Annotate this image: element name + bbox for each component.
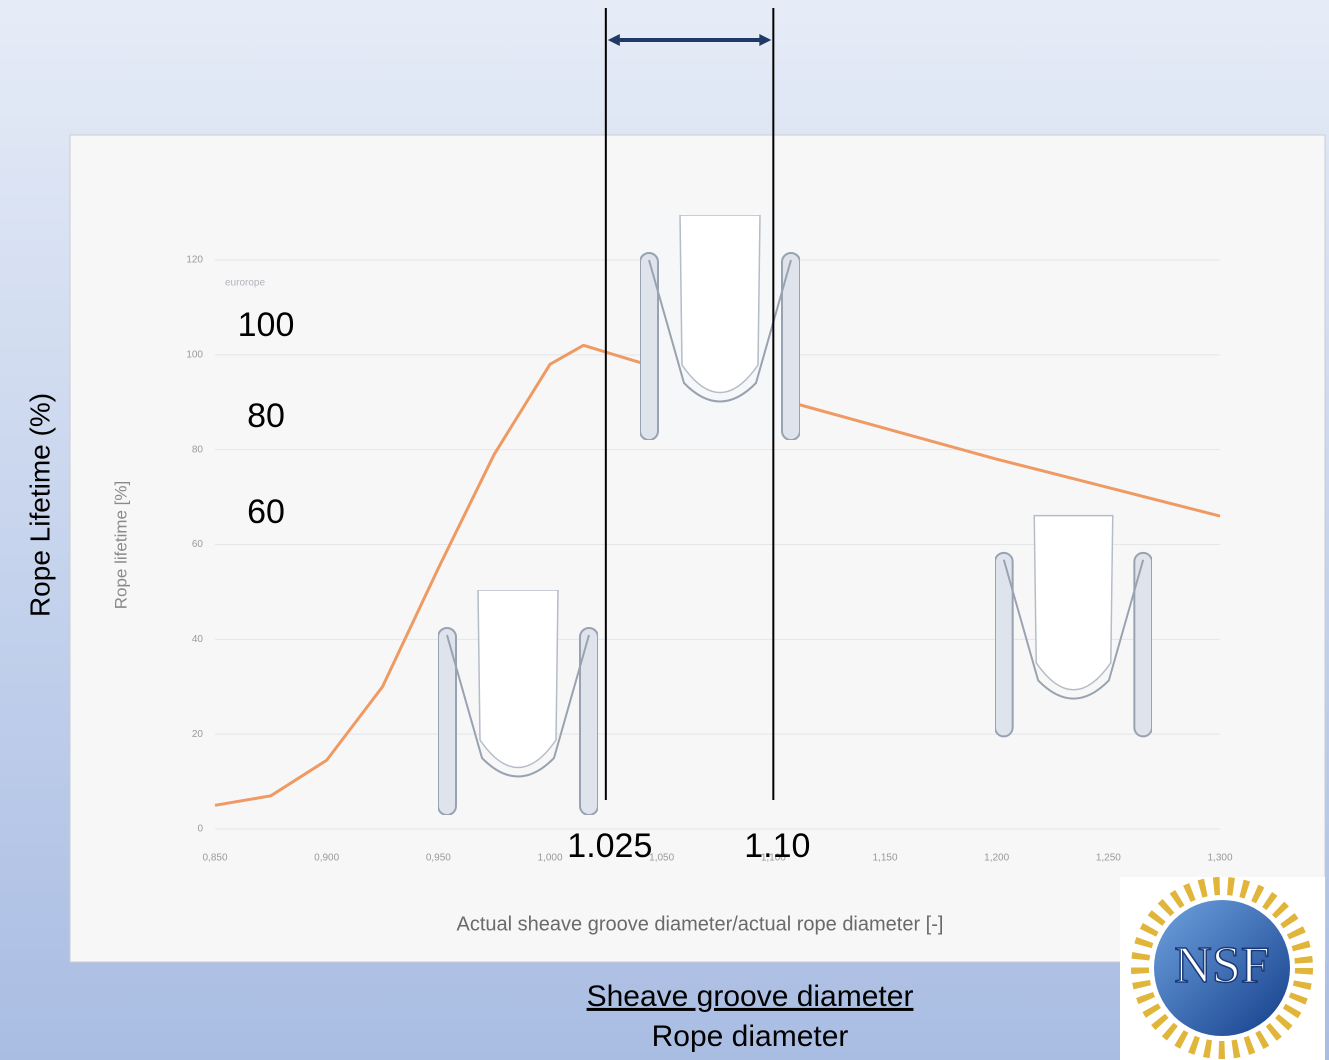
watermark: eurorope	[225, 278, 265, 289]
range-marker-label: 1.10	[744, 827, 810, 865]
x-tick-label: 1,250	[1096, 853, 1121, 864]
slide-label: 80	[247, 397, 285, 435]
y-tick-label: 40	[192, 634, 204, 645]
y-tick-label: 20	[192, 729, 204, 740]
y-axis-label: Rope lifetime [%]	[111, 481, 130, 610]
slide-y-label: Rope Lifetime (%)	[24, 393, 55, 617]
slide-label: 60	[247, 493, 285, 531]
x-tick-label: 0,850	[202, 853, 227, 864]
x-tick-label: 1,050	[649, 853, 674, 864]
ratio-numerator: Sheave groove diameter	[587, 980, 914, 1013]
y-tick-label: 100	[186, 349, 203, 360]
logo: NSF	[1120, 877, 1325, 1060]
x-tick-label: 1,300	[1207, 853, 1232, 864]
logo-text: NSF	[1174, 937, 1269, 994]
range-marker-label: 1.025	[567, 827, 652, 865]
x-tick-label: 0,900	[314, 853, 339, 864]
slide: eurorope Actual sheave groove diameter/a…	[0, 0, 1329, 1060]
y-tick-label: 60	[192, 539, 204, 550]
x-axis-label: Actual sheave groove diameter/actual rop…	[457, 913, 944, 935]
slide-label: 100	[238, 306, 295, 344]
y-tick-label: 120	[186, 255, 203, 266]
y-tick-label: 0	[197, 824, 203, 835]
x-tick-label: 0,950	[426, 853, 451, 864]
x-tick-label: 1,150	[872, 853, 897, 864]
ratio-denominator: Rope diameter	[652, 1020, 849, 1053]
x-tick-label: 1,200	[984, 853, 1009, 864]
x-tick-label: 1,000	[537, 853, 562, 864]
y-tick-label: 80	[192, 444, 204, 455]
